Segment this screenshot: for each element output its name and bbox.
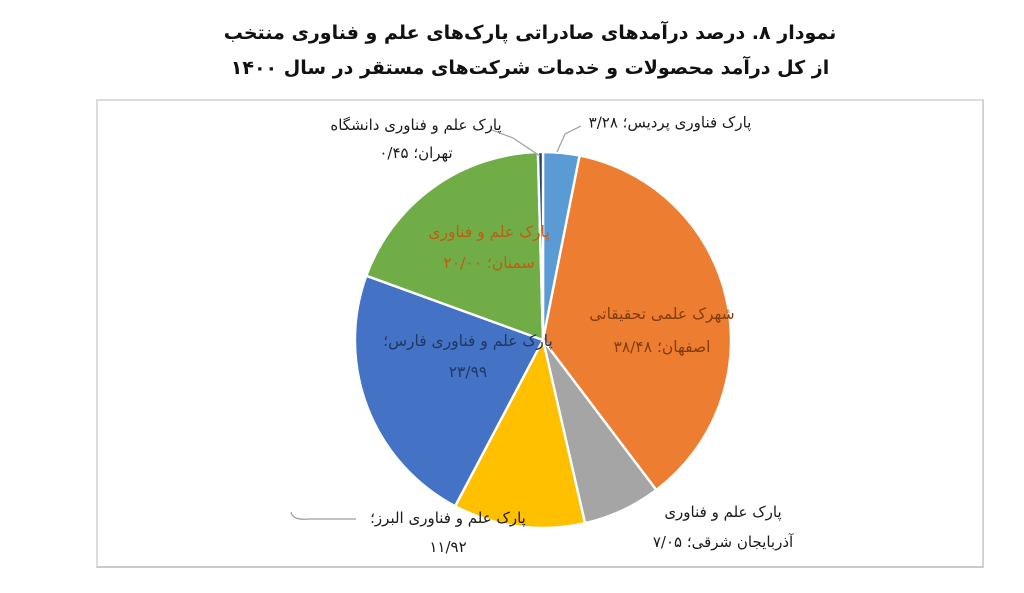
label-tehran-line2: تهران؛ ۰/۴۵ bbox=[379, 144, 453, 162]
label-fars-line1: پارک علم و فناوری فارس؛ bbox=[383, 332, 553, 350]
label-fars-line2: ۲۳/۹۹ bbox=[448, 363, 488, 381]
pie-slices bbox=[353, 150, 733, 530]
label-azarbaijan-line2: آذربایجان شرقی؛ ۷/۰۵ bbox=[652, 533, 794, 551]
pie-slice-alborz bbox=[453, 338, 587, 530]
pie-slice-tehran-univ bbox=[536, 150, 545, 342]
pie-slice-fars bbox=[353, 274, 545, 508]
label-azarbaijan-sharghi: پارک علم و فناوری آذربایجان شرقی؛ ۷/۰۵ bbox=[653, 497, 793, 557]
label-pardis-line1: پارک فناوری پردیس؛ ۳/۲۸ bbox=[588, 113, 752, 132]
label-tehran-univ: پارک علم و فناوری دانشگاه تهران؛ ۰/۴۵ bbox=[330, 111, 501, 167]
label-tehran-line1: پارک علم و فناوری دانشگاه bbox=[330, 116, 502, 134]
leader-line-tehran-univ bbox=[491, 129, 541, 157]
label-pardis: پارک فناوری پردیس؛ ۳/۲۸ bbox=[589, 109, 752, 138]
label-esfahan-line2: اصفهان؛ ۳۸/۴۸ bbox=[613, 338, 711, 356]
label-esfahan-line1: شهرک علمی تحقیقاتی bbox=[589, 305, 735, 323]
pie-slice-esfahan bbox=[541, 154, 733, 492]
chart-title: نمودار ۸. درصد درآمدهای صادراتی پارک‌های… bbox=[205, 16, 855, 86]
label-semnan: پارک علم و فناوری سمنان؛ ۲۰/۰۰ bbox=[428, 217, 549, 279]
label-alborz-line2: ۱۱/۹۲ bbox=[429, 538, 467, 556]
label-semnan-line2: سمنان؛ ۲۰/۰۰ bbox=[443, 254, 535, 272]
label-alborz-line1: پارک علم و فناوری البرز؛ bbox=[370, 509, 526, 527]
leader-line-pardis bbox=[556, 125, 582, 153]
label-semnan-line1: پارک علم و فناوری bbox=[428, 223, 550, 241]
pie-slice-semnan bbox=[365, 150, 545, 342]
label-esfahan: شهرک علمی تحقیقاتی اصفهان؛ ۳۸/۴۸ bbox=[589, 298, 734, 364]
chart-title-line2: از کل درآمد محصولات و خدمات شرکت‌های مست… bbox=[230, 57, 830, 79]
label-alborz: پارک علم و فناوری البرز؛ ۱۱/۹۲ bbox=[370, 504, 526, 562]
chart-title-line1: نمودار ۸. درصد درآمدهای صادراتی پارک‌های… bbox=[223, 22, 837, 44]
leader-lines bbox=[290, 125, 582, 520]
leader-line-alborz bbox=[290, 511, 356, 520]
label-azarbaijan-line1: پارک علم و فناوری bbox=[664, 503, 782, 521]
label-fars: پارک علم و فناوری فارس؛ ۲۳/۹۹ bbox=[383, 326, 553, 388]
